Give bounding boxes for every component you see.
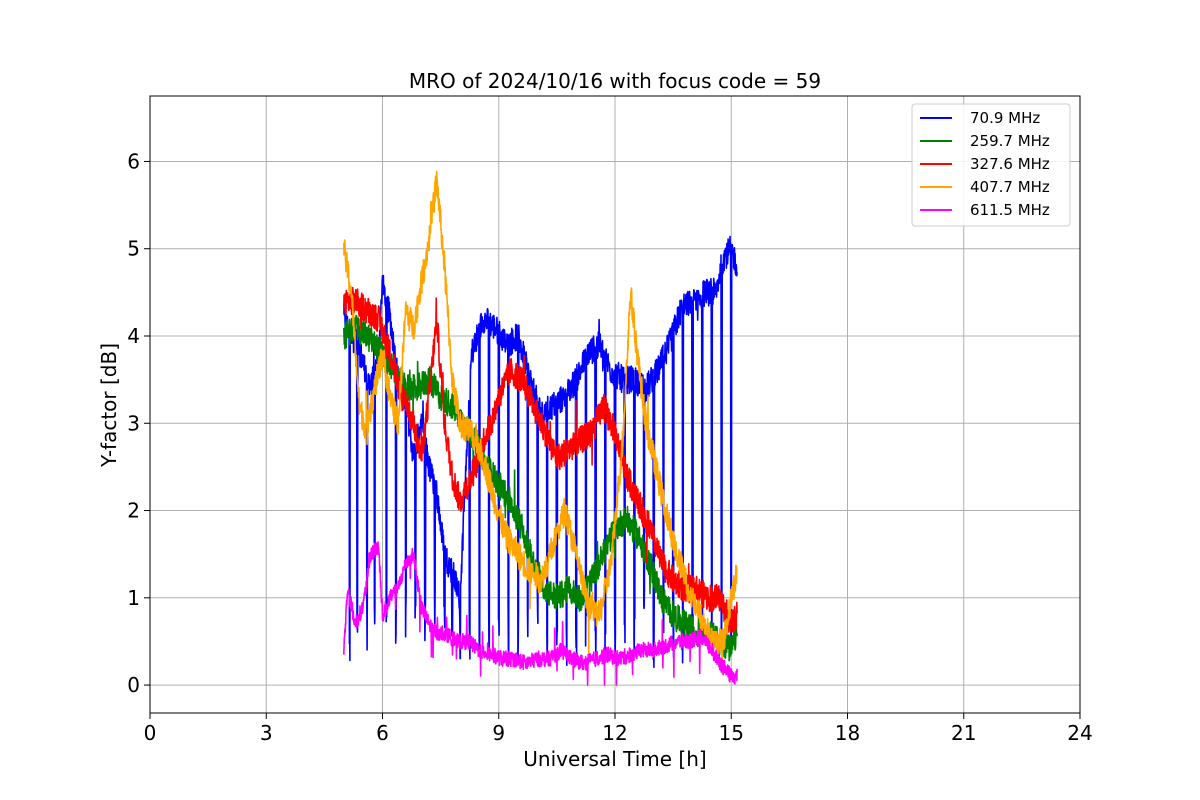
y-tick-label: 4 [127, 324, 140, 348]
legend-label-3: 407.7 MHz [970, 178, 1050, 196]
legend: 70.9 MHz 259.7 MHz 327.6 MHz 407.7 MHz 611.5… [911, 103, 1071, 227]
x-axis-label: Universal Time [h] [523, 747, 706, 771]
y-tick-label: 5 [127, 237, 140, 261]
x-tick-label: 9 [492, 721, 505, 745]
series-layer [343, 170, 738, 686]
y-tick-label: 0 [127, 673, 140, 697]
legend-label-0: 70.9 MHz [970, 109, 1040, 127]
y-tick-label: 2 [127, 499, 140, 523]
x-tick-label: 0 [144, 721, 157, 745]
legend-box [911, 103, 1071, 227]
series-line-4 [343, 541, 738, 686]
x-tick-label: 18 [835, 721, 860, 745]
x-tick-label: 12 [602, 721, 627, 745]
legend-label-4: 611.5 MHz [970, 201, 1050, 219]
legend-label-2: 327.6 MHz [970, 155, 1050, 173]
y-tick-label: 3 [127, 411, 140, 435]
x-axis: 0 3 6 9 12 15 18 21 24 [144, 713, 1093, 745]
x-tick-label: 15 [719, 721, 744, 745]
chart-title: MRO of 2024/10/16 with focus code = 59 [409, 69, 821, 93]
y-tick-label: 1 [127, 586, 140, 610]
series-line-1 [343, 314, 738, 668]
x-tick-label: 21 [951, 721, 976, 745]
x-tick-label: 6 [376, 721, 389, 745]
series-line-3 [343, 170, 738, 675]
series-line-2 [343, 286, 738, 636]
y-tick-label: 6 [127, 149, 140, 173]
y-axis-label: Y-factor [dB] [97, 343, 121, 468]
x-tick-label: 3 [260, 721, 273, 745]
y-axis: 0 1 2 3 4 5 6 [127, 149, 150, 697]
legend-label-1: 259.7 MHz [970, 132, 1050, 150]
x-tick-label: 24 [1067, 721, 1092, 745]
